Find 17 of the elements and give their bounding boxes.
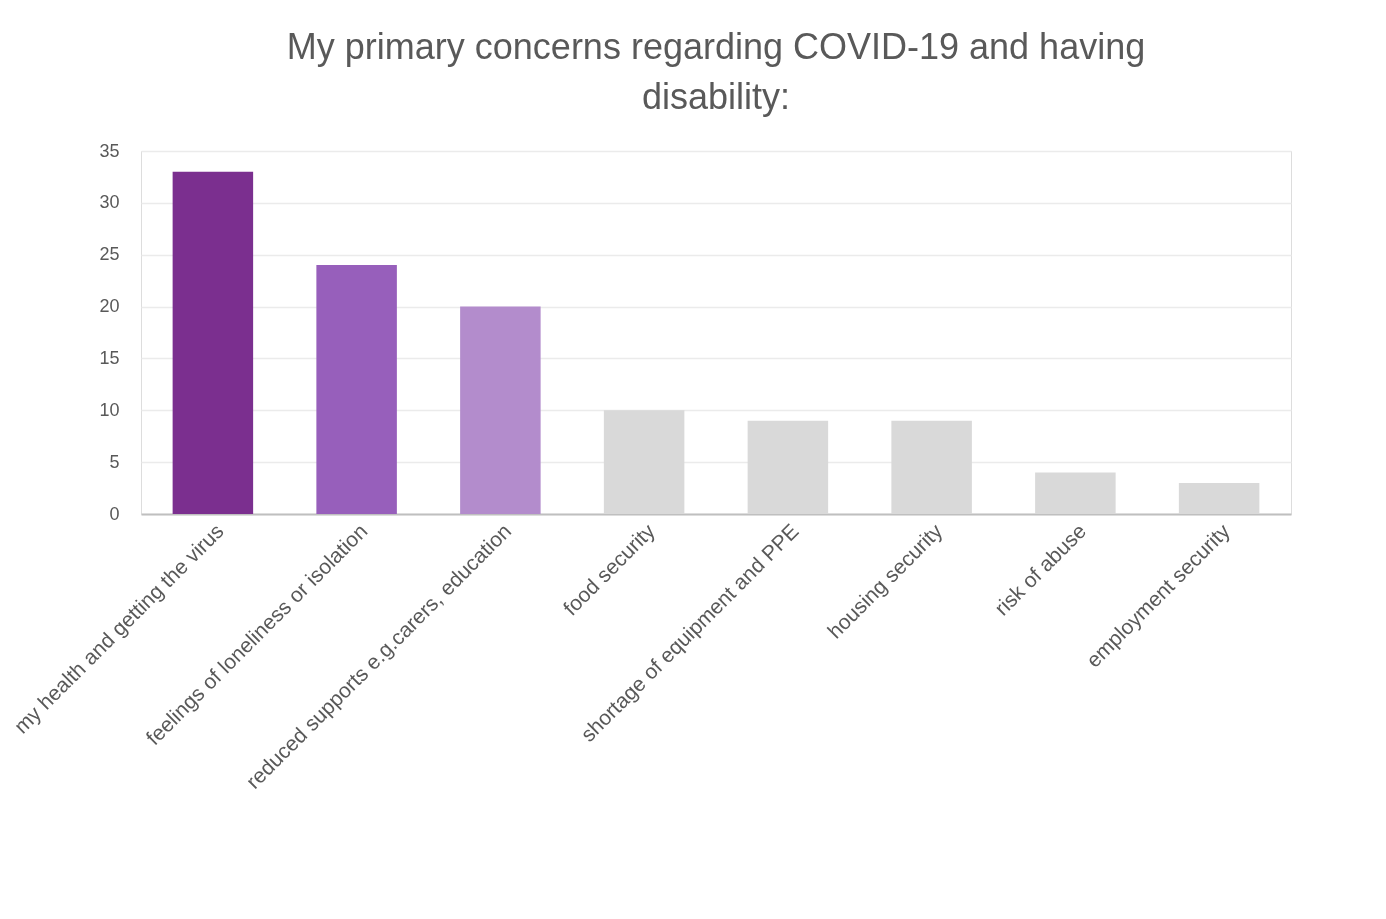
bar — [891, 420, 972, 514]
y-tick-label: 35 — [99, 140, 120, 161]
y-tick-label: 10 — [99, 399, 120, 420]
chart-title: My primary concerns regarding COVID-19 and having disability: — [286, 26, 1146, 117]
bar — [1035, 472, 1116, 514]
y-tick-label: 20 — [99, 296, 120, 317]
bar — [603, 410, 685, 514]
y-tick-label: 25 — [99, 244, 120, 265]
bar — [172, 171, 254, 514]
y-tick-label: 15 — [99, 347, 120, 368]
y-tick-label: 30 — [99, 192, 120, 213]
bar — [1178, 482, 1260, 514]
bar — [316, 265, 397, 514]
bar — [460, 306, 541, 514]
y-tick-label: 0 — [109, 503, 120, 524]
y-tick-label: 5 — [109, 451, 120, 472]
bar — [747, 420, 829, 514]
